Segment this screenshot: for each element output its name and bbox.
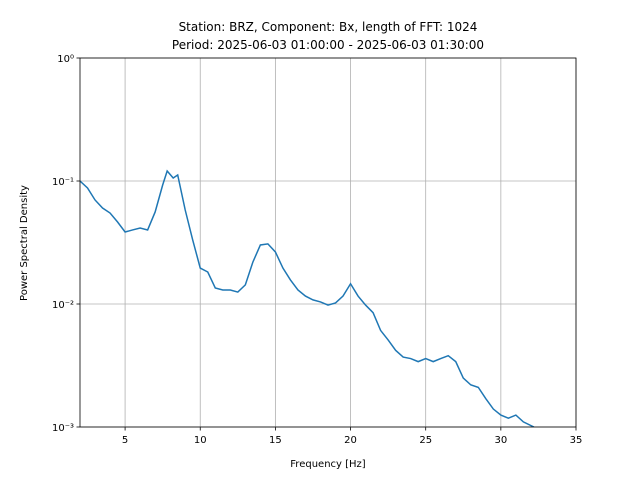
x-tick-label: 20 — [344, 435, 357, 446]
x-tick-label: 15 — [269, 435, 282, 446]
x-tick-label: 35 — [570, 435, 583, 446]
chart-title: Station: BRZ, Component: Bx, length of F… — [179, 20, 478, 34]
x-tick-label: 5 — [122, 435, 128, 446]
y-tick-label: 10⁻³ — [52, 423, 74, 434]
series-line — [80, 169, 535, 427]
x-axis-label: Frequency [Hz] — [290, 459, 366, 470]
x-tick-label: 10 — [194, 435, 207, 446]
y-tick-label: 10⁻¹ — [52, 177, 74, 188]
plot-frame — [79, 57, 577, 428]
y-tick-label: 10⁰ — [57, 54, 74, 65]
x-tick-label: 30 — [494, 435, 507, 446]
chart-subtitle: Period: 2025-06-03 01:00:00 - 2025-06-03… — [172, 38, 484, 52]
y-tick-label: 10⁻² — [52, 300, 74, 311]
y-axis-label: Power Spectral Density — [19, 185, 30, 301]
x-tick-label: 25 — [419, 435, 432, 446]
